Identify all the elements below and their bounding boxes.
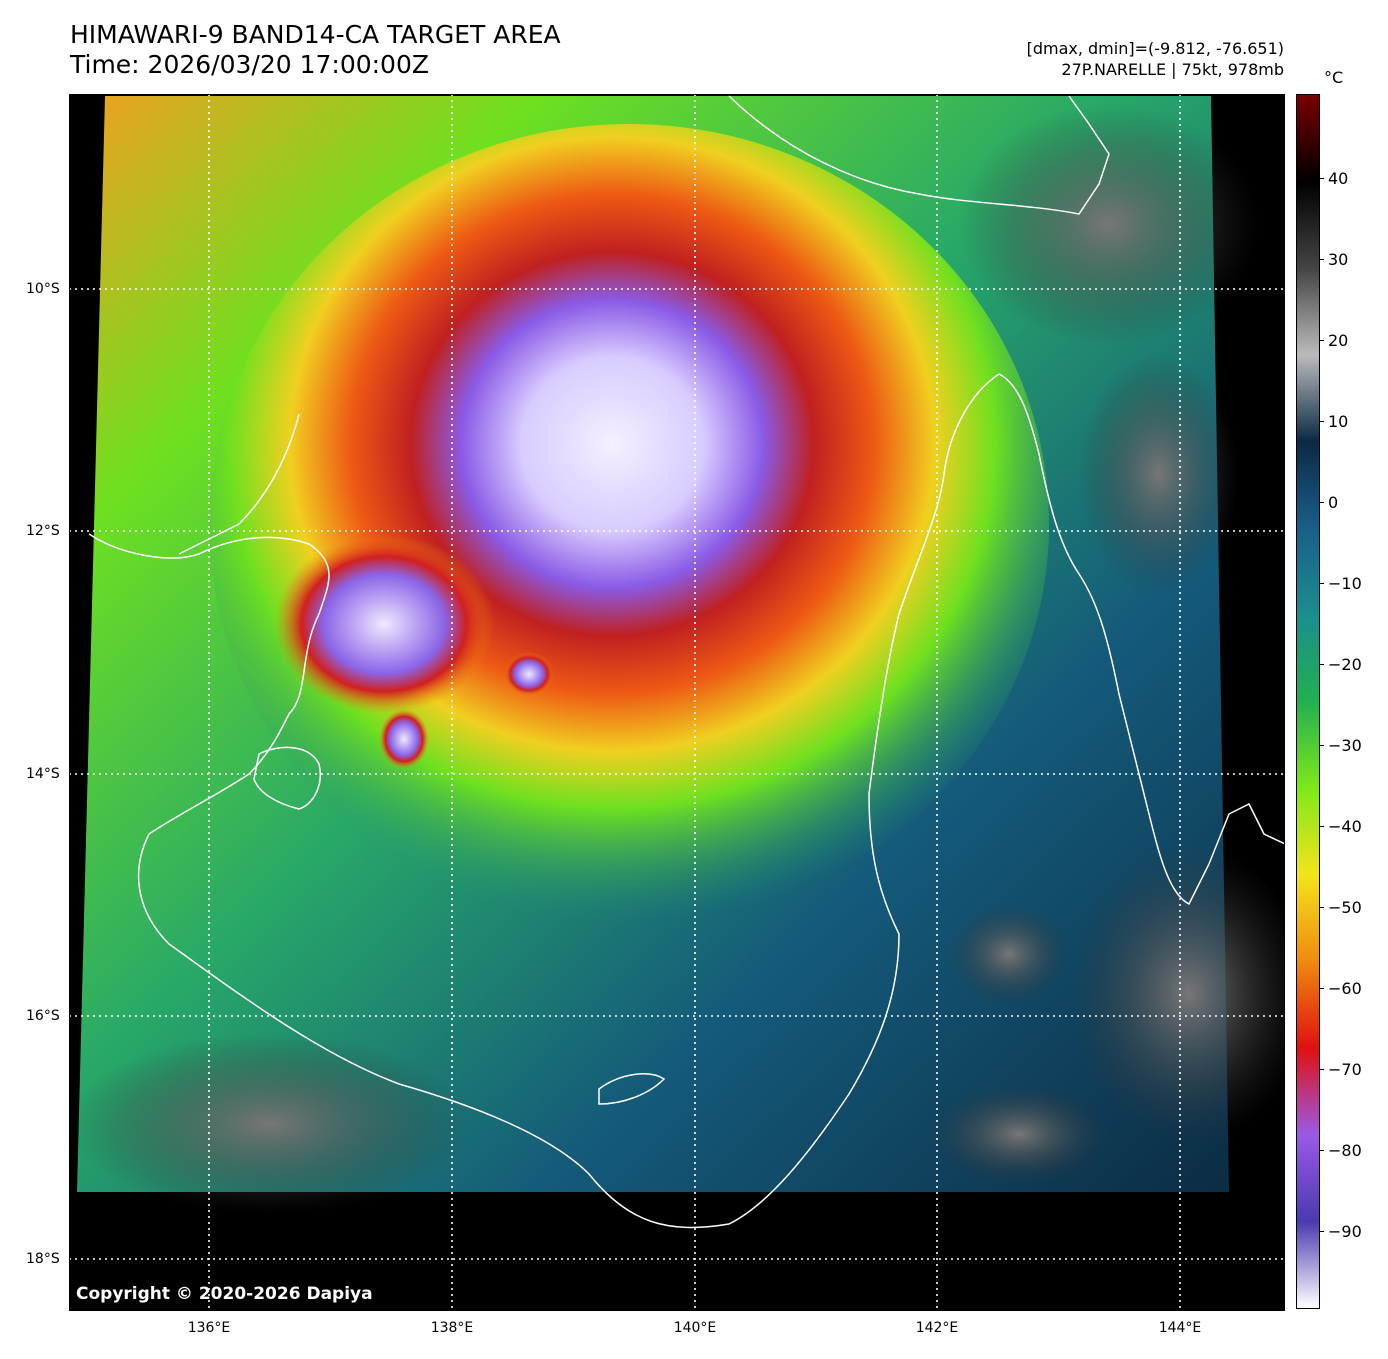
colorbar-tick-label: −60: [1328, 979, 1362, 998]
copyright-text: Copyright © 2020-2026 Dapiya: [76, 1284, 373, 1304]
colorbar-tick-mark: [1320, 502, 1324, 503]
colorbar-tick-mark: [1320, 178, 1324, 179]
colorbar-tick-mark: [1320, 1231, 1324, 1232]
lon-label-140e: 140°E: [673, 1320, 717, 1336]
lat-label-18s: 18°S: [26, 1251, 60, 1267]
storm-name-intensity: 27P.NARELLE | 75kt, 978mb: [1061, 60, 1284, 79]
colorbar-tick-mark: [1320, 907, 1324, 908]
lon-label-142e: 142°E: [915, 1320, 959, 1336]
island-outline: [253, 746, 321, 810]
convective-cell-small-2: [379, 709, 429, 769]
clear-sky-patch: [949, 904, 1069, 1004]
lat-label-16s: 16°S: [26, 1008, 60, 1024]
coastline: [728, 95, 1110, 215]
title-line-1: HIMAWARI-9 BAND14-CA TARGET AREA: [70, 20, 561, 49]
colorbar-tick-label: 20: [1328, 331, 1349, 350]
colorbar-tick-mark: [1320, 664, 1324, 665]
colorbar-tick-label: −20: [1328, 655, 1362, 674]
lat-label-12s: 12°S: [26, 523, 60, 539]
storm-info: [dmax, dmin]=(-9.812, -76.651) 27P.NAREL…: [1027, 38, 1284, 80]
lat-label-14s: 14°S: [26, 766, 60, 782]
colorbar-tick-mark: [1320, 259, 1324, 260]
colorbar-tick-label: −10: [1328, 574, 1362, 593]
colorbar-tick-mark: [1320, 421, 1324, 422]
clear-sky-patch: [1079, 354, 1239, 594]
colorbar-tick-label: −30: [1328, 736, 1362, 755]
colorbar: [1296, 94, 1320, 1309]
colorbar-tick-mark: [1320, 1069, 1324, 1070]
lon-label-144e: 144°E: [1158, 1320, 1202, 1336]
colorbar-tick-mark: [1320, 988, 1324, 989]
figure-title: HIMAWARI-9 BAND14-CA TARGET AREA Time: 2…: [70, 20, 561, 80]
colorbar-tick-label: 0: [1328, 493, 1339, 512]
coastline: [88, 373, 1000, 1229]
colorbar-tick-mark: [1320, 745, 1324, 746]
convective-cell-small: [504, 652, 554, 696]
convective-cell: [274, 534, 494, 714]
satellite-map: [69, 94, 1285, 1311]
colorbar-unit: °C: [1324, 68, 1344, 87]
lon-label-136e: 136°E: [187, 1320, 231, 1336]
colorbar-tick-label: 40: [1328, 169, 1349, 188]
colorbar-tick-label: 30: [1328, 250, 1349, 269]
colorbar-tick-mark: [1320, 826, 1324, 827]
colorbar-tick-mark: [1320, 583, 1324, 584]
colorbar-tick-label: −90: [1328, 1222, 1362, 1241]
storm-cloud-mass: [209, 124, 1049, 924]
clear-sky-patch: [929, 1084, 1109, 1184]
dmax-dmin-text: [dmax, dmin]=(-9.812, -76.651): [1026, 39, 1284, 58]
lon-label-138e: 138°E: [430, 1320, 474, 1336]
clear-sky-patch: [69, 1034, 469, 1214]
island-outline: [598, 1073, 666, 1105]
graticule: [69, 94, 1285, 1311]
colorbar-tick-label: −70: [1328, 1060, 1362, 1079]
colorbar-tick-mark: [1320, 340, 1324, 341]
clear-sky-patch: [1069, 844, 1285, 1144]
colorbar-tick-mark: [1320, 1150, 1324, 1151]
coastline: [998, 373, 1285, 906]
colorbar-tick-label: 10: [1328, 412, 1349, 431]
colorbar-tick-label: −40: [1328, 817, 1362, 836]
colorbar-tick-label: −80: [1328, 1141, 1362, 1160]
colorbar-tick-label: −50: [1328, 898, 1362, 917]
title-line-2: Time: 2026/03/20 17:00:00Z: [70, 50, 429, 79]
clear-sky-patch: [959, 104, 1259, 344]
island-outline: [178, 413, 300, 555]
lat-label-10s: 10°S: [26, 281, 60, 297]
